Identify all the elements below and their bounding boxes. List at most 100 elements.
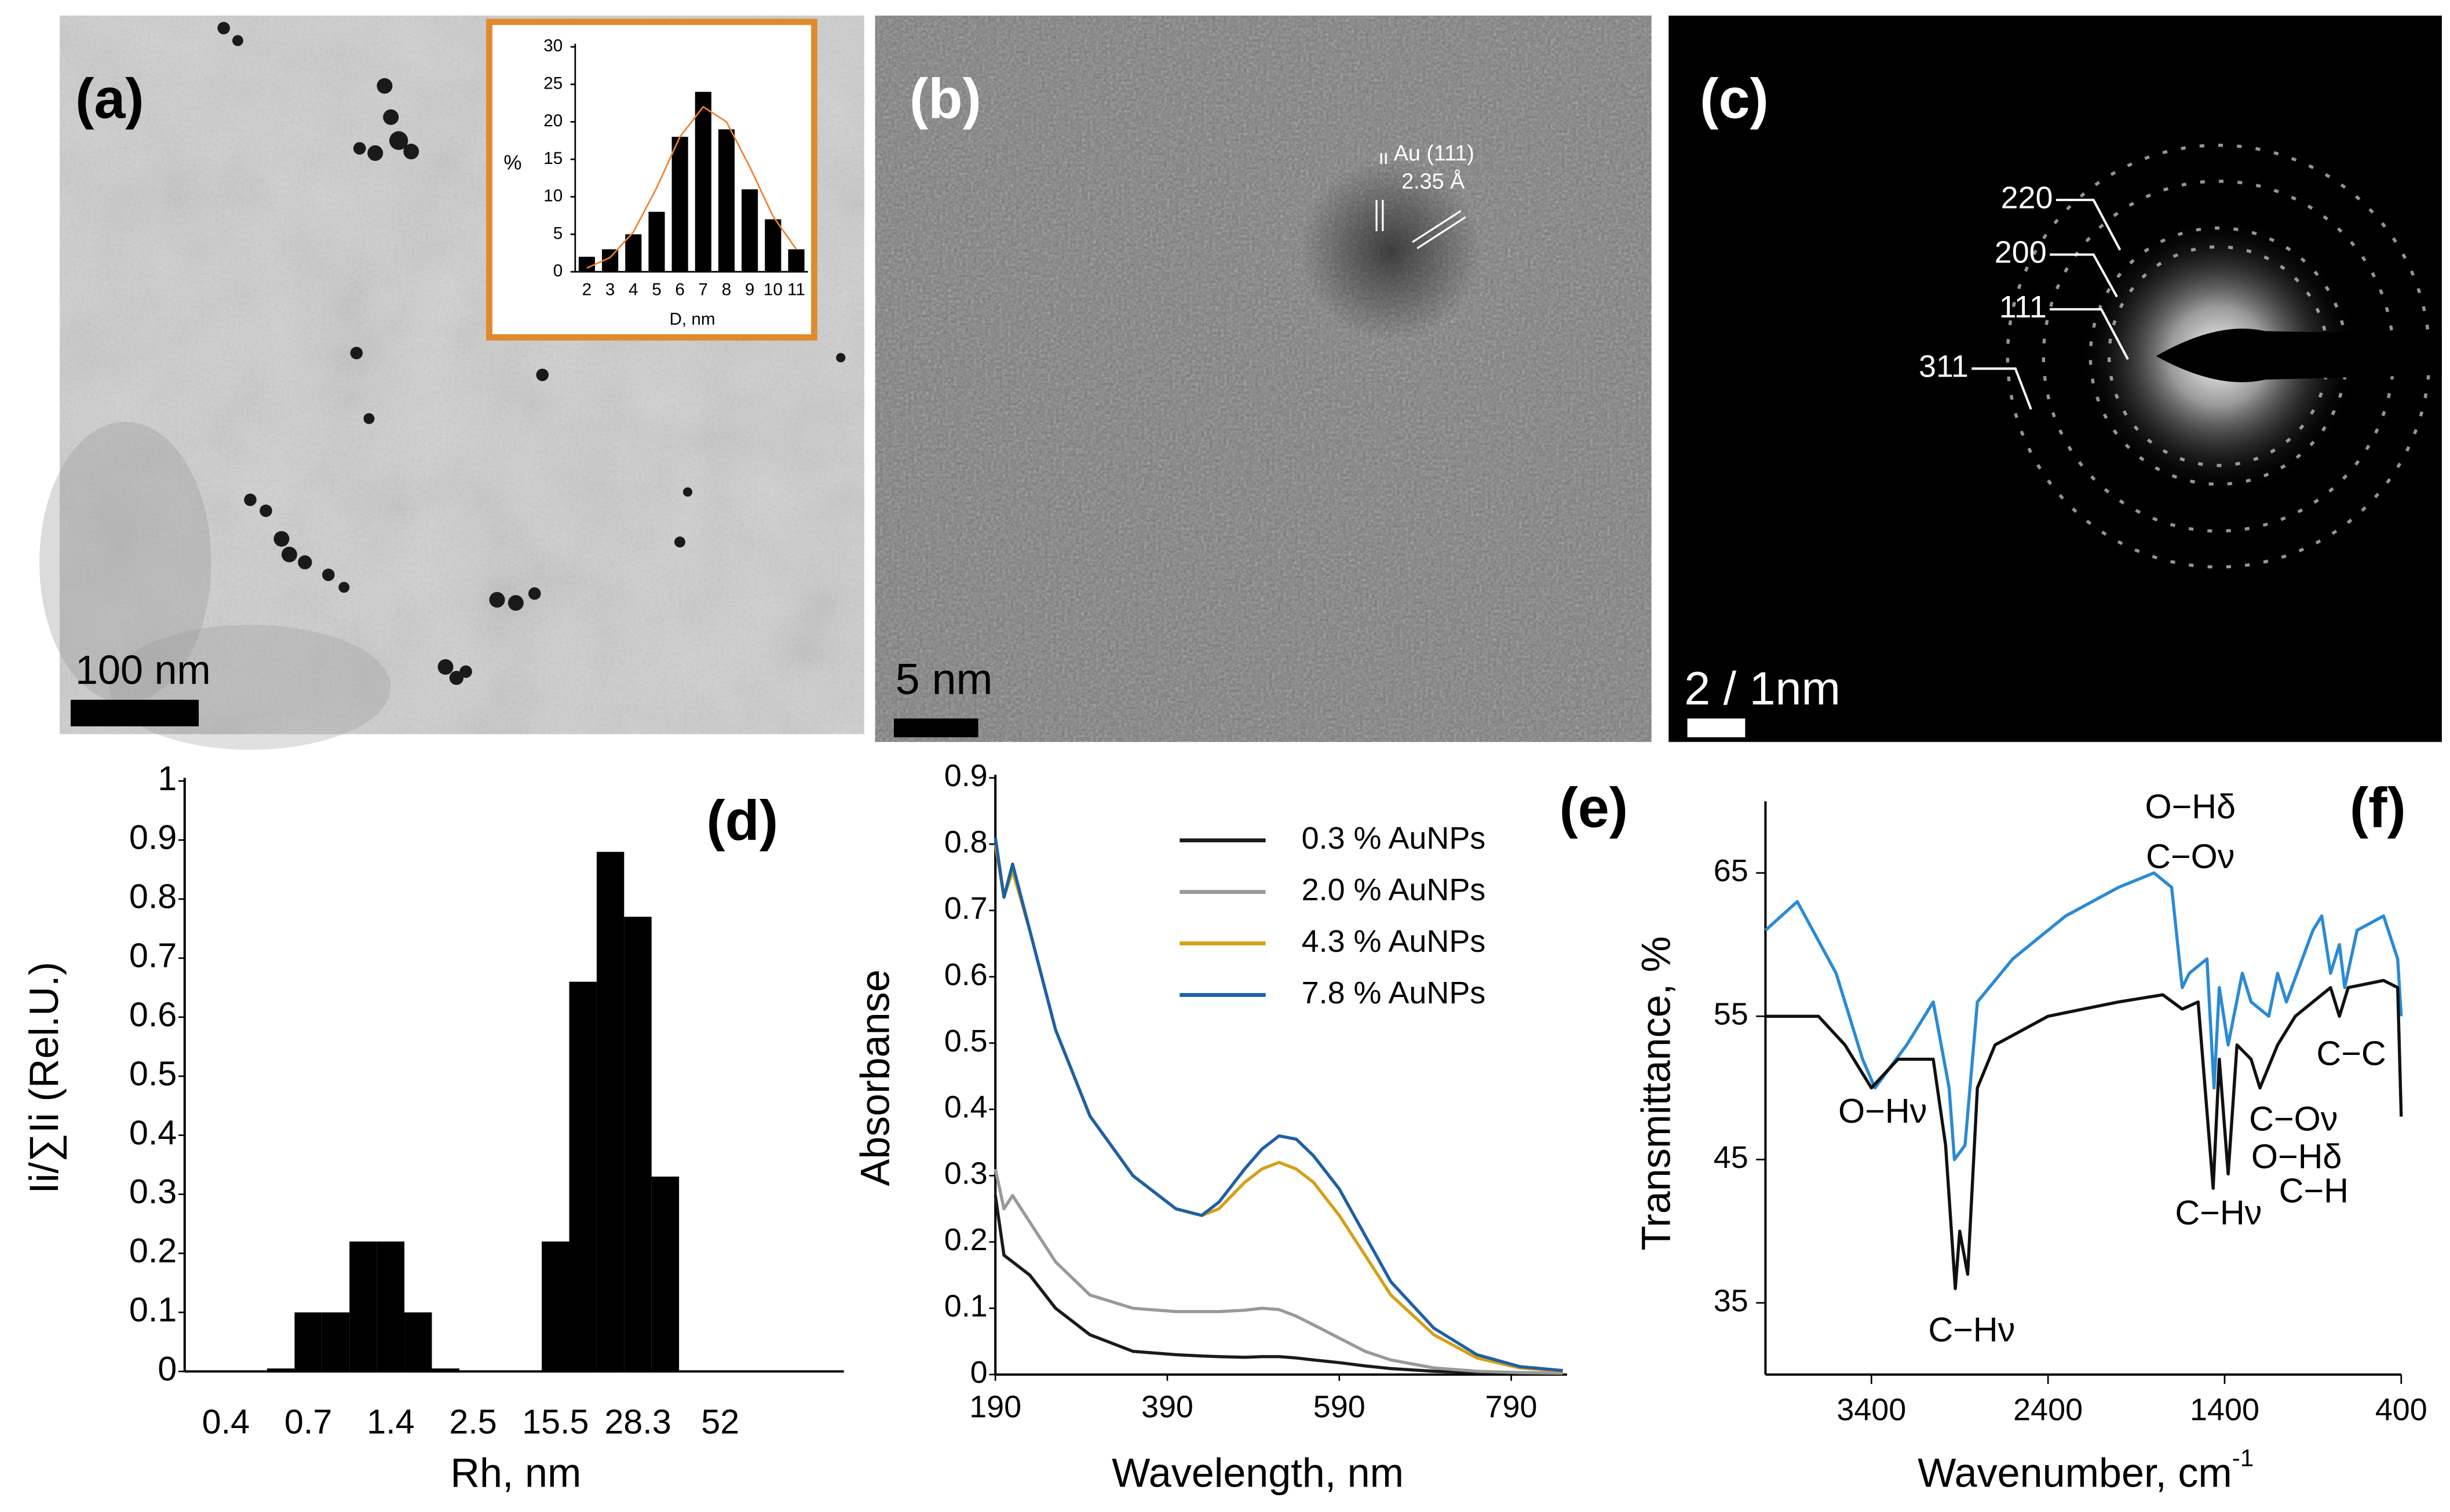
bar	[377, 1241, 405, 1372]
x-axis-label: Wavenumber, cm-1	[1918, 1444, 2254, 1495]
bar	[294, 1312, 322, 1372]
band-annotation: C−Hν	[2175, 1193, 2262, 1232]
scale-bar-label: 2 / 1nm	[1684, 663, 1841, 715]
y-tick-label: 30	[543, 36, 563, 56]
series-line	[1765, 978, 2403, 1290]
scale-bar-label: 5 nm	[896, 655, 993, 703]
y-tick-label: 0.9	[129, 818, 177, 857]
bar	[596, 852, 625, 1372]
y-tick-label: 0.5	[129, 1054, 177, 1093]
bar	[569, 981, 597, 1372]
y-tick-label: 5	[553, 224, 563, 243]
y-axis-label: %	[503, 151, 521, 174]
bar	[765, 219, 782, 272]
y-tick-label: 0.8	[944, 824, 988, 859]
saed-image-c	[1668, 15, 2442, 742]
x-tick-label: 4	[629, 280, 638, 299]
x-tick-label: 8	[722, 280, 732, 299]
bar	[624, 916, 652, 1372]
panel-label: (a)	[75, 67, 144, 130]
bar	[695, 92, 711, 272]
y-tick-label: 0	[970, 1355, 988, 1390]
y-tick-label: 0.3	[129, 1172, 177, 1211]
y-tick-label: 0.2	[944, 1222, 988, 1257]
bar	[322, 1312, 350, 1372]
bar	[542, 1241, 569, 1372]
x-tick-label: 2400	[2013, 1393, 2083, 1427]
y-tick-label: 0.2	[129, 1231, 177, 1270]
y-tick-label: 0.8	[129, 877, 177, 916]
x-tick-label: 1.4	[367, 1403, 414, 1441]
series-line	[994, 1168, 1563, 1375]
band-annotation: O−Hδ	[2251, 1137, 2342, 1175]
y-tick-label: 0.1	[944, 1289, 988, 1324]
x-tick-label: 9	[745, 280, 755, 299]
y-tick-label: 35	[1714, 1283, 1748, 1318]
y-tick-label: 0.1	[129, 1290, 177, 1329]
y-tick-label: 25	[543, 74, 563, 93]
band-annotation: C−Oν	[2249, 1100, 2338, 1138]
tem-image-a	[39, 15, 864, 750]
bar	[267, 1368, 295, 1372]
band-annotation: C−C	[2316, 1033, 2386, 1072]
panel-label: (f)	[2350, 776, 2406, 839]
x-tick-label: 3	[605, 280, 615, 299]
x-tick-label: 190	[969, 1389, 1021, 1424]
y-tick-label: 0.4	[944, 1090, 988, 1124]
bar	[648, 211, 665, 272]
fit-curve	[586, 105, 797, 269]
lattice-spacing: 2.35 Å	[1401, 169, 1465, 193]
y-tick-label: 0.3	[944, 1156, 988, 1191]
bar	[578, 257, 595, 272]
hrtem-image-b	[875, 15, 1652, 742]
x-tick-label: 7	[699, 280, 709, 299]
y-tick-label: 45	[1714, 1140, 1748, 1175]
x-tick-label: 0.4	[202, 1403, 250, 1441]
y-tick-label: 0.6	[129, 995, 177, 1033]
ring-label: 200	[1995, 235, 2047, 270]
x-tick-label: 6	[675, 280, 685, 299]
x-tick-label: 3400	[1836, 1393, 1906, 1427]
x-tick-label: 1400	[2190, 1393, 2259, 1427]
x-tick-label: 790	[1485, 1389, 1538, 1424]
y-tick-label: 0.9	[944, 758, 988, 793]
panel-label: (c)	[1700, 67, 1769, 130]
series-line	[994, 1195, 1563, 1375]
bar	[718, 129, 735, 272]
x-tick-label: 52	[701, 1403, 739, 1441]
band-annotation: O−Hν	[1838, 1091, 1927, 1130]
legend-label: 0.3 % AuNPs	[1302, 821, 1486, 856]
bar	[625, 234, 642, 272]
bar	[432, 1368, 459, 1372]
series-line	[1764, 871, 2403, 1162]
x-axis-label: D, nm	[670, 310, 715, 329]
band-annotation: C−Hν	[1928, 1310, 2015, 1349]
band-annotation: O−Hδ	[2145, 787, 2236, 826]
series-line	[994, 843, 1563, 1373]
bar	[651, 1177, 680, 1372]
x-tick-label: 10	[764, 280, 783, 299]
y-axis-label: Transmittance, %	[1634, 936, 1679, 1251]
y-tick-label: 0	[158, 1349, 177, 1388]
y-axis-label: Ii/∑Ii (Rel.U.)	[21, 962, 67, 1193]
bar	[788, 249, 805, 272]
bar	[404, 1312, 432, 1372]
y-tick-label: 1	[158, 759, 177, 798]
y-tick-label: 0.4	[129, 1113, 177, 1152]
y-tick-label: 15	[543, 149, 563, 168]
x-tick-label: 11	[787, 280, 805, 299]
x-tick-label: 390	[1141, 1389, 1193, 1424]
y-tick-label: 65	[1714, 853, 1748, 888]
x-tick-label: 590	[1313, 1389, 1365, 1424]
bar	[671, 137, 688, 272]
x-axis-label: Wavelength, nm	[1112, 1451, 1404, 1496]
x-tick-label: 2.5	[449, 1403, 496, 1441]
ring-label: 311	[1919, 349, 1969, 384]
x-tick-label: 0.7	[284, 1403, 332, 1441]
series-line	[994, 837, 1563, 1372]
y-tick-label: 0.6	[944, 957, 988, 992]
panel-label: (d)	[706, 788, 778, 852]
panel-label: (b)	[910, 67, 981, 130]
